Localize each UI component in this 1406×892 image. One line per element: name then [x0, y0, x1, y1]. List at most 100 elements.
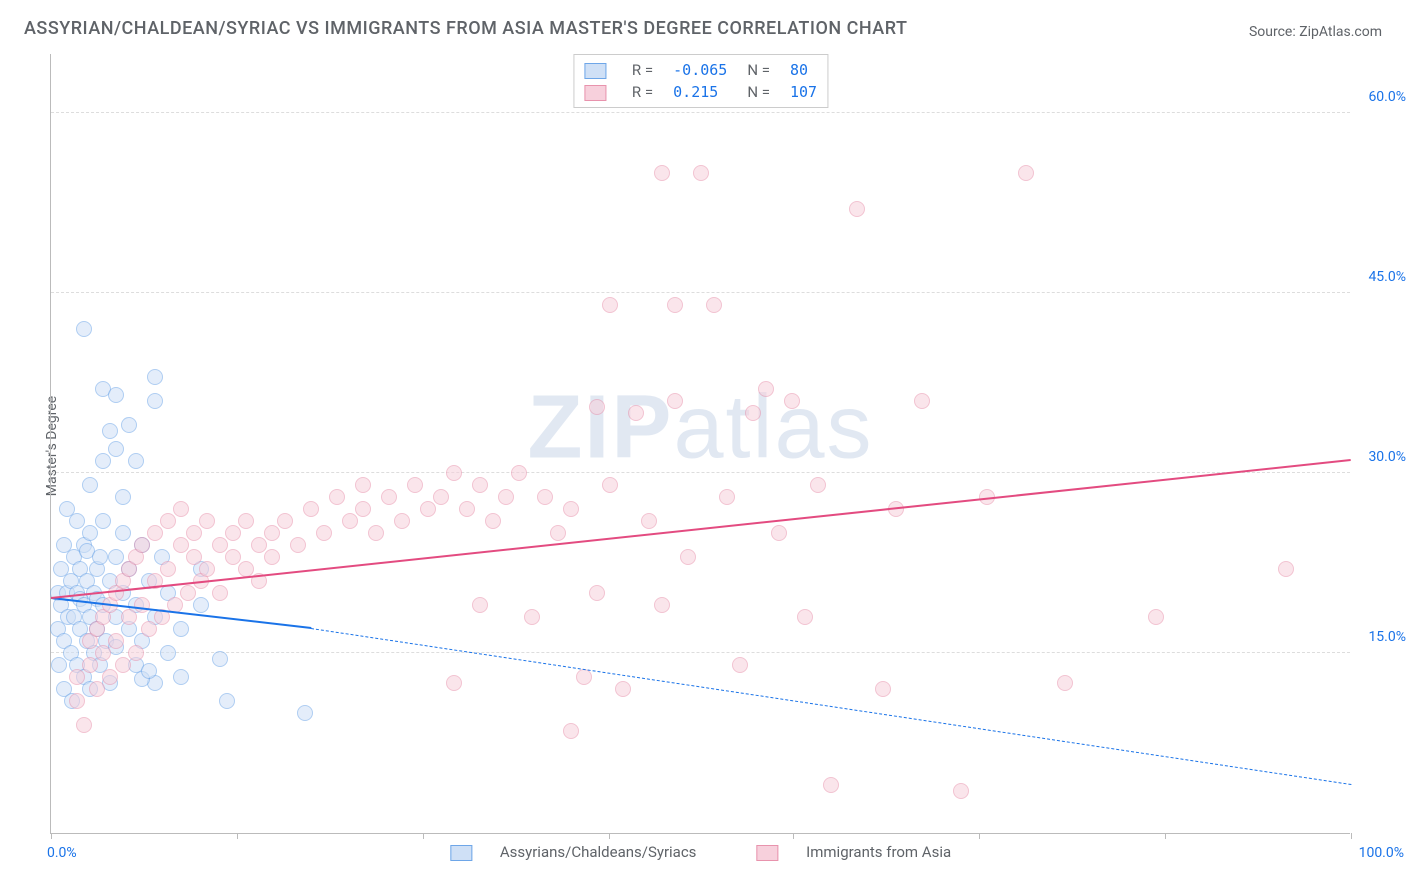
gridline [51, 112, 1350, 113]
data-point [108, 633, 124, 649]
data-point [225, 525, 241, 541]
data-point [342, 513, 358, 529]
data-point [368, 525, 384, 541]
data-point [251, 537, 267, 553]
x-tick-mark [793, 833, 794, 839]
trend-line [51, 459, 1351, 599]
data-point [160, 513, 176, 529]
gridline [51, 652, 1350, 653]
gridline [51, 472, 1350, 473]
data-point [641, 513, 657, 529]
data-point [173, 669, 189, 685]
data-point [472, 477, 488, 493]
data-point [160, 561, 176, 577]
data-point [173, 621, 189, 637]
data-point [180, 585, 196, 601]
plot-area: ZIPatlas R = -0.065 N = 80 R = 0.215 N =… [50, 54, 1350, 834]
data-point [108, 441, 124, 457]
y-tick-label: 60.0% [1356, 89, 1406, 105]
data-point [667, 297, 683, 313]
swatch-icon [450, 845, 472, 861]
data-point [108, 387, 124, 403]
data-point [89, 681, 105, 697]
legend-row-b: R = 0.215 N = 107 [574, 81, 827, 103]
data-point [173, 537, 189, 553]
data-point [82, 525, 98, 541]
legend-correlation: R = -0.065 N = 80 R = 0.215 N = 107 [573, 54, 828, 108]
data-point [797, 609, 813, 625]
data-point [849, 201, 865, 217]
data-point [290, 537, 306, 553]
data-point [667, 393, 683, 409]
data-point [628, 405, 644, 421]
data-point [550, 525, 566, 541]
data-point [199, 513, 215, 529]
data-point [719, 489, 735, 505]
x-tick-mark [1351, 833, 1352, 839]
data-point [680, 549, 696, 565]
x-tick-mark [423, 833, 424, 839]
data-point [186, 525, 202, 541]
data-point [355, 501, 371, 517]
data-point [95, 453, 111, 469]
data-point [147, 369, 163, 385]
data-point [563, 501, 579, 517]
data-point [134, 597, 150, 613]
data-point [121, 417, 137, 433]
data-point [141, 663, 157, 679]
data-point [381, 489, 397, 505]
data-point [953, 783, 969, 799]
data-point [524, 609, 540, 625]
x-tick-mark [51, 833, 52, 839]
data-point [69, 693, 85, 709]
data-point [446, 465, 462, 481]
data-point [69, 513, 85, 529]
data-point [193, 597, 209, 613]
data-point [1278, 561, 1294, 577]
swatch-icon [756, 845, 778, 861]
data-point [316, 525, 332, 541]
data-point [76, 321, 92, 337]
data-point [1018, 165, 1034, 181]
data-point [238, 561, 254, 577]
data-point [433, 489, 449, 505]
data-point [225, 549, 241, 565]
data-point [511, 465, 527, 481]
gridline [51, 292, 1350, 293]
data-point [92, 549, 108, 565]
data-point [1148, 609, 1164, 625]
data-point [76, 717, 92, 733]
data-point [615, 681, 631, 697]
data-point [589, 585, 605, 601]
data-point [95, 645, 111, 661]
data-point [128, 453, 144, 469]
data-point [732, 657, 748, 673]
data-point [303, 501, 319, 517]
data-point [875, 681, 891, 697]
data-point [115, 525, 131, 541]
data-point [238, 513, 254, 529]
data-point [51, 657, 67, 673]
data-point [147, 393, 163, 409]
chart-source: Source: ZipAtlas.com [1249, 24, 1382, 40]
data-point [485, 513, 501, 529]
data-point [115, 657, 131, 673]
data-point [394, 513, 410, 529]
data-point [329, 489, 345, 505]
data-point [82, 477, 98, 493]
data-point [576, 669, 592, 685]
data-point [134, 537, 150, 553]
data-point [115, 489, 131, 505]
legend-row-a: R = -0.065 N = 80 [574, 59, 827, 81]
swatch-icon [584, 85, 606, 101]
swatch-icon [584, 63, 606, 79]
data-point [277, 513, 293, 529]
data-point [563, 723, 579, 739]
data-point [602, 297, 618, 313]
data-point [472, 597, 488, 613]
data-point [173, 501, 189, 517]
data-point [212, 537, 228, 553]
x-min-label: 0.0% [47, 845, 77, 861]
data-point [914, 393, 930, 409]
legend-series: Assyrians/Chaldeans/Syriacs Immigrants f… [422, 843, 979, 861]
